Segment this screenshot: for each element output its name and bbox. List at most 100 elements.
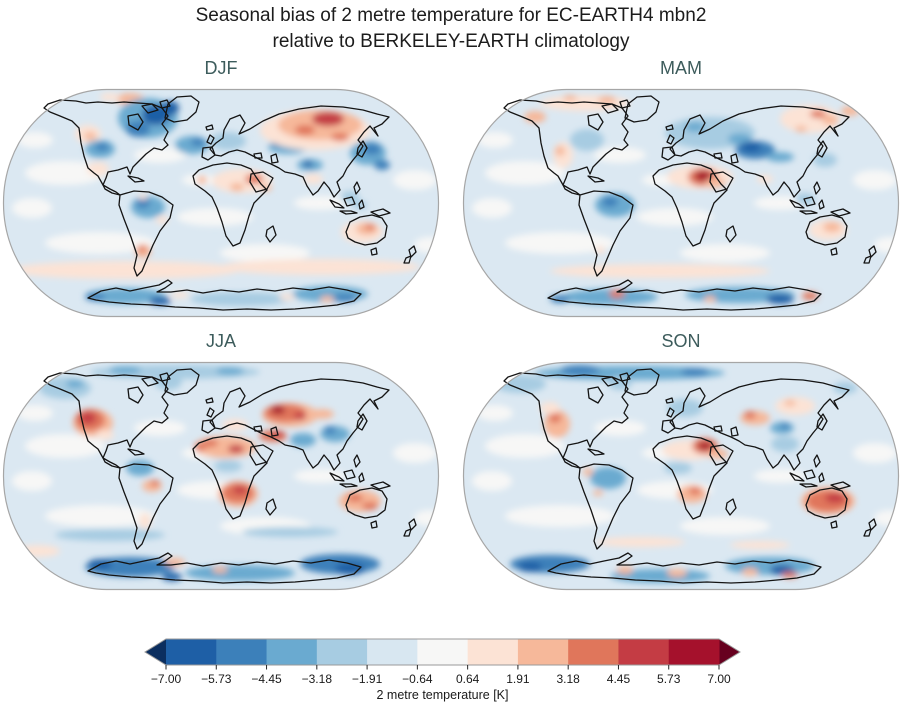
coast-borneo (803, 469, 816, 480)
map-border (462, 88, 900, 318)
colorbar: −7.00 −5.73 −4.45 −3.18 −1.91 −0.64 0.64 1.91 3.… (135, 636, 775, 704)
coast-british-isles (206, 134, 215, 145)
coast-north-america (503, 99, 629, 186)
colorbar-segment (216, 639, 268, 665)
coast-south-america (578, 190, 634, 277)
figure-title-line2: relative to BERKELEY-EARTH climatology (272, 31, 630, 52)
coast-sulawesi (358, 199, 365, 210)
coast-arabia (249, 171, 274, 193)
coast-arctic-island-1 (141, 376, 159, 387)
coast-antarctica (87, 552, 362, 584)
coast-philippines (353, 181, 361, 195)
coast-arctic-island-2 (159, 99, 171, 109)
coast-iceland (205, 397, 214, 404)
colorbar-tick-label: 1.91 (506, 672, 530, 686)
coast-philippines (813, 181, 821, 195)
coast-sumatra (789, 199, 805, 209)
coast-iceland (665, 124, 674, 131)
colorbar-segment (517, 639, 569, 665)
colorbar-segment (467, 639, 519, 665)
coast-caspian-sea (270, 153, 279, 164)
coast-caspian-sea (270, 426, 279, 437)
colorbar-tick-label: −7.00 (151, 672, 182, 686)
panel-title-jja: JJA (205, 331, 236, 351)
map-panel-djf (2, 88, 440, 318)
coast-arctic-island-2 (619, 99, 631, 109)
coast-british-isles (666, 407, 675, 418)
colorbar-tick-label: −1.91 (352, 672, 383, 686)
coast-iceland (205, 124, 214, 131)
coast-caspian-sea (730, 426, 739, 437)
coast-antarctica (547, 279, 822, 311)
colorbar-tick-label: 3.18 (557, 672, 581, 686)
map-area (3, 89, 439, 317)
colorbar-segment (316, 639, 368, 665)
colorbar-tick-label: −4.45 (251, 672, 282, 686)
coast-antarctica (547, 552, 822, 584)
coast-hudson-bay (127, 113, 144, 131)
coast-british-isles (206, 407, 215, 418)
coast-java (799, 210, 818, 215)
coast-africa (652, 162, 728, 247)
coast-black-sea (713, 152, 723, 159)
coast-java (799, 483, 818, 488)
coast-madagascar (265, 225, 277, 243)
coast-madagascar (265, 498, 277, 516)
coast-philippines (813, 454, 821, 468)
coast-north-america (43, 99, 169, 186)
coast-eurasia (669, 105, 850, 198)
coast-eurasia (209, 378, 390, 471)
coast-africa (192, 162, 268, 247)
map-border (462, 361, 900, 591)
coast-cuba (587, 175, 605, 183)
coastlines (503, 368, 877, 584)
coast-hudson-bay (127, 386, 144, 404)
coast-arctic-island-1 (601, 103, 619, 114)
coastlines (503, 95, 877, 311)
coast-sumatra (329, 199, 345, 209)
coast-arctic-island-2 (619, 372, 631, 382)
coast-new-zealand (403, 245, 417, 264)
panel-title-son: SON (661, 331, 701, 351)
coast-tasmania (830, 520, 838, 529)
coast-sulawesi (818, 199, 825, 210)
colorbar-tick-label: 0.64 (456, 672, 480, 686)
coast-iberia (201, 146, 216, 161)
figure-title-line1: Seasonal bias of 2 metre temperature for… (195, 5, 707, 26)
map-djf (2, 88, 440, 318)
coast-iberia (201, 419, 216, 434)
coastlines (43, 95, 417, 311)
coast-greenland (624, 95, 660, 123)
coast-borneo (343, 196, 356, 207)
panel-title-djf: DJF (204, 58, 238, 78)
coast-australia (345, 214, 388, 246)
bias-field (472, 365, 899, 583)
map-border (2, 88, 440, 318)
coast-new-guinea (830, 208, 851, 217)
bias-field (472, 95, 899, 305)
colorbar-extend-right (719, 639, 740, 665)
coast-south-america (578, 463, 634, 550)
colorbar-extend-left (145, 639, 166, 665)
coast-sumatra (789, 472, 805, 482)
coast-south-america (118, 463, 174, 550)
coast-arctic-island-2 (159, 372, 171, 382)
coast-borneo (343, 469, 356, 480)
coast-greenland (164, 368, 200, 396)
colorbar-segment (568, 639, 619, 665)
map-jja (2, 361, 440, 591)
coast-australia (805, 487, 848, 519)
coast-black-sea (253, 425, 263, 432)
colorbar-segment (417, 639, 469, 665)
coast-hudson-bay (587, 386, 604, 404)
coast-south-america (118, 190, 174, 277)
coast-borneo (803, 196, 816, 207)
coast-arctic-island-1 (141, 103, 159, 114)
coast-black-sea (253, 152, 263, 159)
colorbar-segment (367, 639, 418, 665)
coast-north-america (503, 372, 629, 459)
map-area (3, 362, 439, 590)
coast-iceland (665, 397, 674, 404)
coast-madagascar (725, 225, 737, 243)
map-panel-jja (2, 361, 440, 591)
